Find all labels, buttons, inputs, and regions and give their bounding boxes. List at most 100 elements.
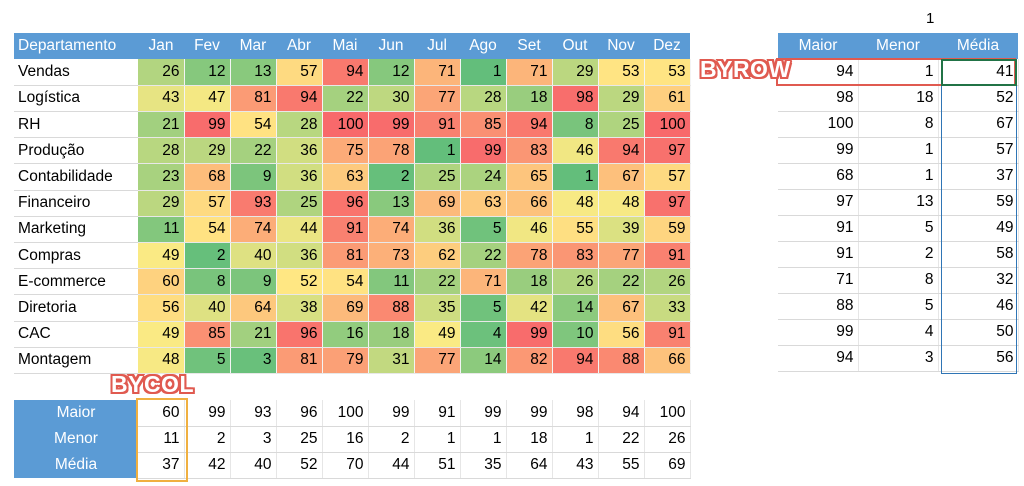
heatmap-cell[interactable]: 21	[230, 321, 277, 348]
heatmap-cell[interactable]: 5	[184, 347, 231, 374]
heatmap-cell[interactable]: 56	[138, 294, 185, 322]
heatmap-cell[interactable]: 40	[230, 242, 277, 270]
header-month-fev[interactable]: Fev	[184, 33, 230, 60]
bycol-label[interactable]: Maior	[14, 400, 138, 426]
heatmap-cell[interactable]: 26	[644, 268, 691, 296]
byrow-cell[interactable]: 1	[858, 59, 939, 86]
header-month-abr[interactable]: Abr	[276, 33, 322, 60]
byrow-cell[interactable]: 100	[778, 111, 859, 138]
heatmap-cell[interactable]: 49	[414, 321, 461, 348]
heatmap-cell[interactable]: 66	[506, 190, 553, 217]
bycol-cell[interactable]: 99	[368, 400, 415, 427]
heatmap-cell[interactable]: 61	[644, 85, 691, 113]
bycol-cell[interactable]: 43	[552, 452, 599, 479]
heatmap-cell[interactable]: 83	[506, 137, 553, 165]
heatmap-cell[interactable]: 35	[414, 294, 461, 322]
heatmap-cell[interactable]: 81	[230, 85, 277, 113]
bycol-cell[interactable]: 60	[138, 400, 185, 427]
heatmap-cell[interactable]: 46	[552, 137, 599, 165]
heatmap-cell[interactable]: 14	[460, 347, 507, 374]
heatmap-cell[interactable]: 64	[230, 294, 277, 322]
bycol-cell[interactable]: 25	[276, 426, 323, 453]
heatmap-cell[interactable]: 26	[138, 59, 185, 86]
bycol-cell[interactable]: 35	[460, 452, 507, 479]
heatmap-cell[interactable]: 57	[276, 59, 323, 86]
heatmap-cell[interactable]: 100	[644, 111, 691, 139]
heatmap-cell[interactable]: 13	[368, 190, 415, 217]
heatmap-cell[interactable]: 100	[322, 111, 369, 139]
heatmap-cell[interactable]: 11	[368, 268, 415, 296]
byrow-header-menor[interactable]: Menor	[858, 33, 938, 59]
bycol-cell[interactable]: 55	[598, 452, 645, 479]
heatmap-cell[interactable]: 49	[138, 242, 185, 270]
byrow-cell[interactable]: 49	[938, 215, 1019, 242]
heatmap-cell[interactable]: 38	[276, 294, 323, 322]
header-month-mar[interactable]: Mar	[230, 33, 276, 60]
heatmap-cell[interactable]: 82	[506, 347, 553, 374]
heatmap-cell[interactable]: 2	[368, 163, 415, 191]
heatmap-cell[interactable]: 66	[644, 347, 691, 374]
byrow-cell[interactable]: 18	[858, 85, 939, 112]
heatmap-cell[interactable]: 49	[138, 321, 185, 348]
heatmap-cell[interactable]: 48	[552, 190, 599, 217]
bycol-cell[interactable]: 69	[644, 452, 691, 479]
heatmap-cell[interactable]: 54	[230, 111, 277, 139]
heatmap-cell[interactable]: 12	[184, 59, 231, 86]
heatmap-cell[interactable]: 99	[460, 137, 507, 165]
heatmap-cell[interactable]: 16	[322, 321, 369, 348]
header-month-dez[interactable]: Dez	[644, 33, 690, 60]
heatmap-cell[interactable]: 4	[460, 321, 507, 348]
heatmap-cell[interactable]: 97	[644, 190, 691, 217]
byrow-cell[interactable]: 91	[778, 241, 859, 268]
byrow-cell[interactable]: 97	[778, 189, 859, 216]
byrow-cell[interactable]: 58	[938, 241, 1019, 268]
bycol-cell[interactable]: 100	[322, 400, 369, 427]
heatmap-cell[interactable]: 47	[184, 85, 231, 113]
heatmap-cell[interactable]: 28	[460, 85, 507, 113]
heatmap-cell[interactable]: 40	[184, 294, 231, 322]
heatmap-cell[interactable]: 57	[184, 190, 231, 217]
header-month-set[interactable]: Set	[506, 33, 552, 60]
heatmap-cell[interactable]: 36	[276, 137, 323, 165]
bycol-cell[interactable]: 1	[460, 426, 507, 453]
heatmap-cell[interactable]: 74	[230, 216, 277, 244]
byrow-cell[interactable]: 94	[778, 59, 859, 86]
heatmap-cell[interactable]: 22	[230, 137, 277, 165]
heatmap-cell[interactable]: 8	[552, 111, 599, 139]
byrow-cell[interactable]: 8	[858, 111, 939, 138]
bycol-cell[interactable]: 16	[322, 426, 369, 453]
bycol-cell[interactable]: 1	[552, 426, 599, 453]
department-name[interactable]: Vendas	[14, 59, 138, 86]
heatmap-cell[interactable]: 1	[460, 59, 507, 86]
heatmap-cell[interactable]: 94	[552, 347, 599, 374]
byrow-cell[interactable]: 88	[778, 293, 859, 320]
heatmap-cell[interactable]: 11	[138, 216, 185, 244]
heatmap-cell[interactable]: 96	[322, 190, 369, 217]
heatmap-cell[interactable]: 74	[368, 216, 415, 244]
heatmap-cell[interactable]: 68	[184, 163, 231, 191]
cell-value-one[interactable]: 1	[926, 10, 935, 27]
byrow-cell[interactable]: 5	[858, 215, 939, 242]
byrow-cell[interactable]: 99	[778, 137, 859, 164]
heatmap-cell[interactable]: 77	[414, 347, 461, 374]
header-month-jul[interactable]: Jul	[414, 33, 460, 60]
heatmap-cell[interactable]: 91	[322, 216, 369, 244]
heatmap-cell[interactable]: 13	[230, 59, 277, 86]
byrow-cell[interactable]: 5	[858, 293, 939, 320]
heatmap-cell[interactable]: 85	[184, 321, 231, 348]
bycol-cell[interactable]: 91	[414, 400, 461, 427]
bycol-cell[interactable]: 96	[276, 400, 323, 427]
heatmap-cell[interactable]: 99	[506, 321, 553, 348]
bycol-cell[interactable]: 64	[506, 452, 553, 479]
heatmap-cell[interactable]: 29	[598, 85, 645, 113]
heatmap-cell[interactable]: 56	[598, 321, 645, 348]
bycol-cell[interactable]: 93	[230, 400, 277, 427]
heatmap-cell[interactable]: 29	[552, 59, 599, 86]
heatmap-cell[interactable]: 18	[506, 85, 553, 113]
heatmap-cell[interactable]: 98	[552, 85, 599, 113]
byrow-cell[interactable]: 1	[858, 137, 939, 164]
bycol-cell[interactable]: 44	[368, 452, 415, 479]
bycol-cell[interactable]: 99	[184, 400, 231, 427]
heatmap-cell[interactable]: 91	[644, 242, 691, 270]
byrow-cell[interactable]: 1	[858, 163, 939, 190]
